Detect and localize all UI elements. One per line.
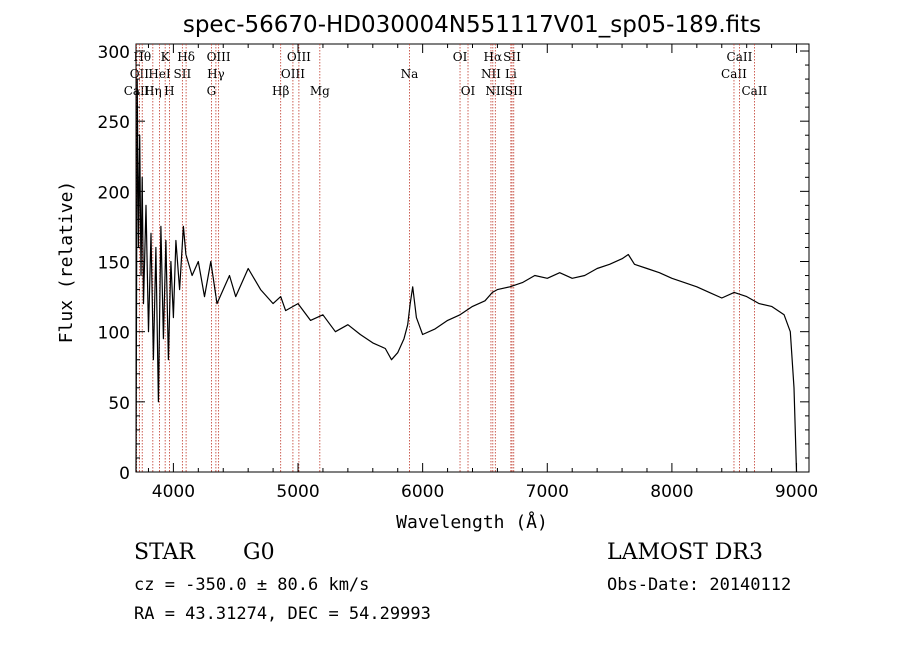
line-marker-label: OIII <box>287 50 311 64</box>
line-marker-label: Mg <box>310 84 330 98</box>
line-marker-label: Hθ <box>133 50 151 64</box>
y-tick-label: 200 <box>98 183 130 203</box>
y-axis: 0 50 100 150 200 250 300 <box>98 43 809 484</box>
x-tick-label: 6000 <box>401 482 444 502</box>
line-marker-label: Hγ <box>207 67 225 81</box>
series-group <box>135 78 798 473</box>
line-marker-label: Na <box>401 67 419 81</box>
line-marker-label: K <box>161 50 171 64</box>
line-marker-label: Hα <box>484 50 503 64</box>
x-axis: 4000 5000 6000 7000 8000 9000 <box>147 44 818 502</box>
coords-label: RA = 43.31274, DEC = 54.29993 <box>134 604 431 624</box>
chart-title: spec-56670-HD030004N551117V01_sp05-189.f… <box>183 12 761 38</box>
y-axis-label: Flux (relative) <box>56 181 77 344</box>
x-tick-label: 4000 <box>152 482 195 502</box>
line-marker-label: HeI <box>148 67 171 81</box>
line-marker-label: Hβ <box>272 84 289 98</box>
obs-date-label: Obs-Date: 20140112 <box>607 575 792 595</box>
line-marker-label: CaII <box>727 50 753 64</box>
line-marker-label: SII <box>174 67 192 81</box>
y-tick-label: 100 <box>98 324 130 344</box>
line-marker-label: OII <box>130 67 150 81</box>
velocity-label: cz = -350.0 ± 80.6 km/s <box>134 575 370 595</box>
line-marker-label: Li <box>505 67 517 81</box>
line-marker-label: G <box>207 84 217 98</box>
x-tick-label: 5000 <box>276 482 319 502</box>
y-tick-label: 0 <box>119 464 130 484</box>
line-marker-label: OIII <box>281 67 305 81</box>
x-tick-label: 7000 <box>526 482 569 502</box>
line-marker-label: Hη <box>144 84 162 98</box>
y-tick-label: 50 <box>108 394 130 414</box>
line-marker-label: CaII <box>741 84 767 98</box>
x-tick-label: 9000 <box>775 482 818 502</box>
star-class-label: STAR <box>134 540 195 565</box>
y-tick-label: 250 <box>98 113 130 133</box>
line-markers: CaIIOIIHθHηHeIKHSIIHδGHγOIIIHβOIIIOIIIMg… <box>124 44 768 472</box>
line-marker-label: NII <box>481 67 501 81</box>
line-marker-label: OI <box>461 84 476 98</box>
line-marker-label: OIII <box>207 50 231 64</box>
line-marker-label: CaII <box>721 67 747 81</box>
survey-label: LAMOST DR3 <box>607 540 763 565</box>
star-subclass: G0 <box>243 540 275 565</box>
spectrum-line <box>135 78 798 473</box>
line-marker-label: SII <box>503 50 521 64</box>
x-tick-label: 8000 <box>650 482 693 502</box>
line-marker-label: H <box>164 84 174 98</box>
x-axis-label: Wavelength (Å) <box>396 511 548 533</box>
line-marker-label: OI <box>453 50 468 64</box>
line-marker-label: Hδ <box>177 50 195 64</box>
y-tick-label: 300 <box>98 43 130 63</box>
y-tick-label: 150 <box>98 254 130 274</box>
line-marker-label: SII <box>505 84 523 98</box>
plot-frame <box>135 43 810 473</box>
line-marker-label: NII <box>485 84 505 98</box>
